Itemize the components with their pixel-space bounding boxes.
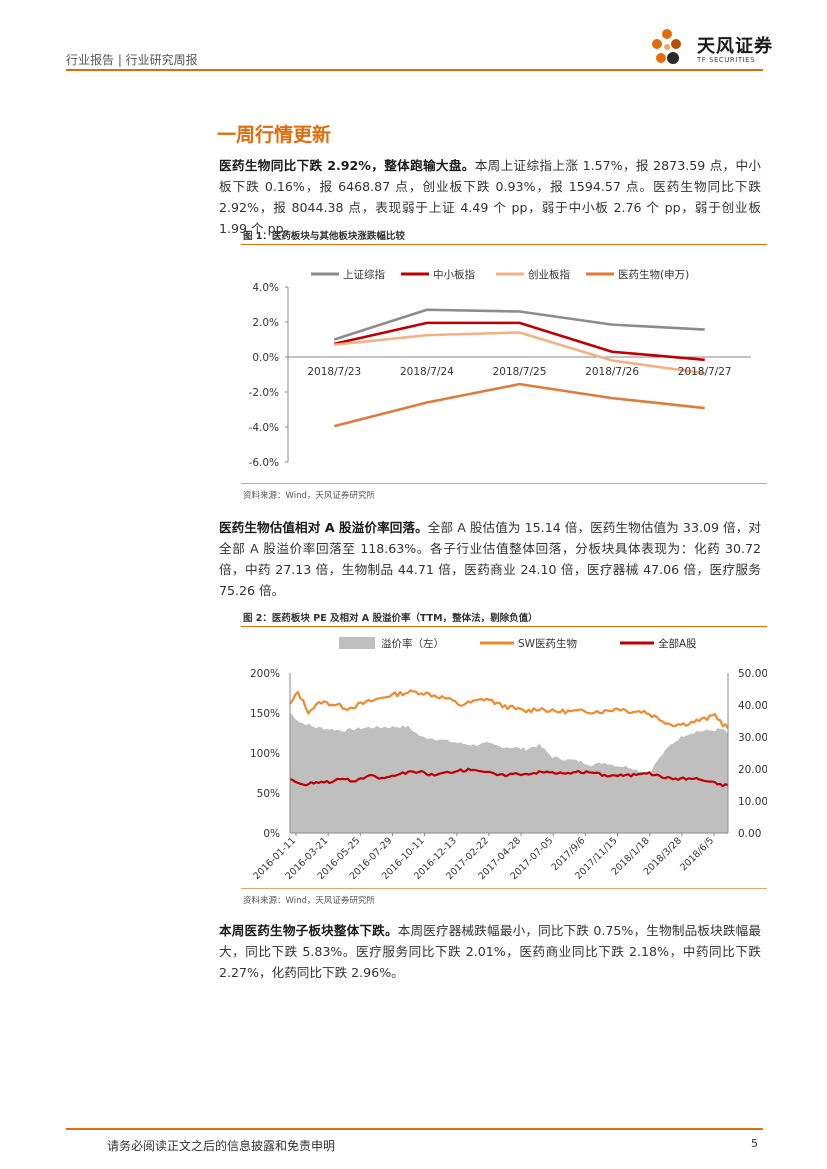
paragraph-subsectors: 本周医药生物子板块整体下跌。本周医疗器械跌幅最小，同比下跌 0.75%，生物制品… [219,920,761,983]
left-tick-label: 150% [250,708,280,720]
x-tick-label: 2018/7/27 [678,366,732,378]
figure1-top-rule [241,244,767,245]
section-title: 一周行情更新 [217,124,332,146]
left-tick-label: 0% [263,828,280,840]
left-tick-label: 50% [257,788,280,800]
paragraph-lead: 医药生物估值相对 A 股溢价率回落。 [219,520,428,535]
right-tick-label: 50.00 [738,668,767,680]
paragraph-weekly-market: 医药生物同比下跌 2.92%，整体跑输大盘。本周上证综指上涨 1.57%，报 2… [219,155,761,239]
figure2-title: 图 2：医药板块 PE 及相对 A 股溢价率（TTM，整体法，剔除负值） [243,613,538,624]
legend-label: 全部A股 [658,637,697,650]
series-line [289,689,729,729]
right-tick-label: 0.00 [738,828,761,840]
y-tick-label: 2.0% [252,317,279,329]
figure2-chart: 200% 150% 100% 50% 0% 50.00 40.00 30.00 20.00 10.… [250,637,767,882]
left-tick-label: 200% [250,668,280,680]
legend-label: SW医药生物 [518,637,577,650]
figure1-source: 资料来源：Wind，天风证券研究所 [243,491,375,501]
series-line [333,308,705,341]
x-tick-label: 2018/7/23 [307,366,361,378]
paragraph-lead: 本周医药生物子板块整体下跌。 [219,923,398,938]
right-tick-label: 10.00 [738,796,767,808]
legend-label: 上证综指 [343,268,385,281]
paragraph-lead: 医药生物同比下跌 2.92%，整体跑输大盘。 [219,158,475,173]
paragraph-body: 本周上证综指上涨 1.57%，报 2873.59 点，中小板下跌 0.16%，报… [219,158,761,236]
header-divider [66,69,763,71]
y-tick-label: -6.0% [249,457,279,469]
series-line [289,767,729,788]
legend-label: 中小板指 [433,268,475,281]
paragraph-body: 本周医疗器械跌幅最小，同比下跌 0.75%，生物制品板块跌幅最大，同比下跌 5.… [219,923,761,980]
x-tick-label: 2018/7/24 [400,366,454,378]
logo-chinese: 天风证券 [697,36,773,57]
right-tick-label: 30.00 [738,732,767,744]
legend-swatch [339,637,375,649]
figure1-chart: 4.0% 2.0% 0.0% -2.0% -4.0% -6.0% 2018/7/23 2018… [249,268,751,469]
y-tick-label: -2.0% [249,387,279,399]
footer-divider [66,1128,763,1130]
series-line [334,321,705,362]
right-tick-label: 40.00 [738,700,767,712]
left-tick-label: 100% [250,748,280,760]
y-tick-label: 4.0% [252,282,279,294]
figure2-bottom-rule [241,888,767,889]
logo-english: TF SECURITIES [697,56,756,64]
paragraph-body: 全部 A 股估值为 15.14 倍，医药生物估值为 33.09 倍，对全部 A … [219,520,762,598]
y-tick-label: -4.0% [249,422,279,434]
figure1-title: 图 1：医药板块与其他板块涨跌幅比较 [243,231,405,242]
y-tick-label: 0.0% [252,352,279,364]
company-logo [652,29,681,64]
premium-area [290,713,728,833]
x-tick-label: 2018/7/25 [493,366,547,378]
paragraph-valuation: 医药生物估值相对 A 股溢价率回落。全部 A 股估值为 15.14 倍，医药生物… [219,517,761,601]
report-type-header: 行业报告 | 行业研究周报 [66,53,198,67]
series-line [333,382,705,428]
figure2-top-rule [241,626,767,627]
legend-label: 溢价率（左） [381,637,444,650]
legend-label: 医药生物(申万) [618,268,689,281]
x-tick-label: 2018/6/5 [678,835,716,873]
page-number: 5 [751,1137,758,1150]
figure1-bottom-rule [241,483,767,484]
x-tick-label: 2018/7/26 [585,366,639,378]
right-tick-label: 20.00 [738,764,767,776]
legend-label: 创业板指 [528,268,570,281]
figure2-source: 资料来源：Wind，天风证券研究所 [243,896,375,906]
series-line [334,331,705,375]
footer-disclaimer: 请务必阅读正文之后的信息披露和免责申明 [107,1139,336,1153]
